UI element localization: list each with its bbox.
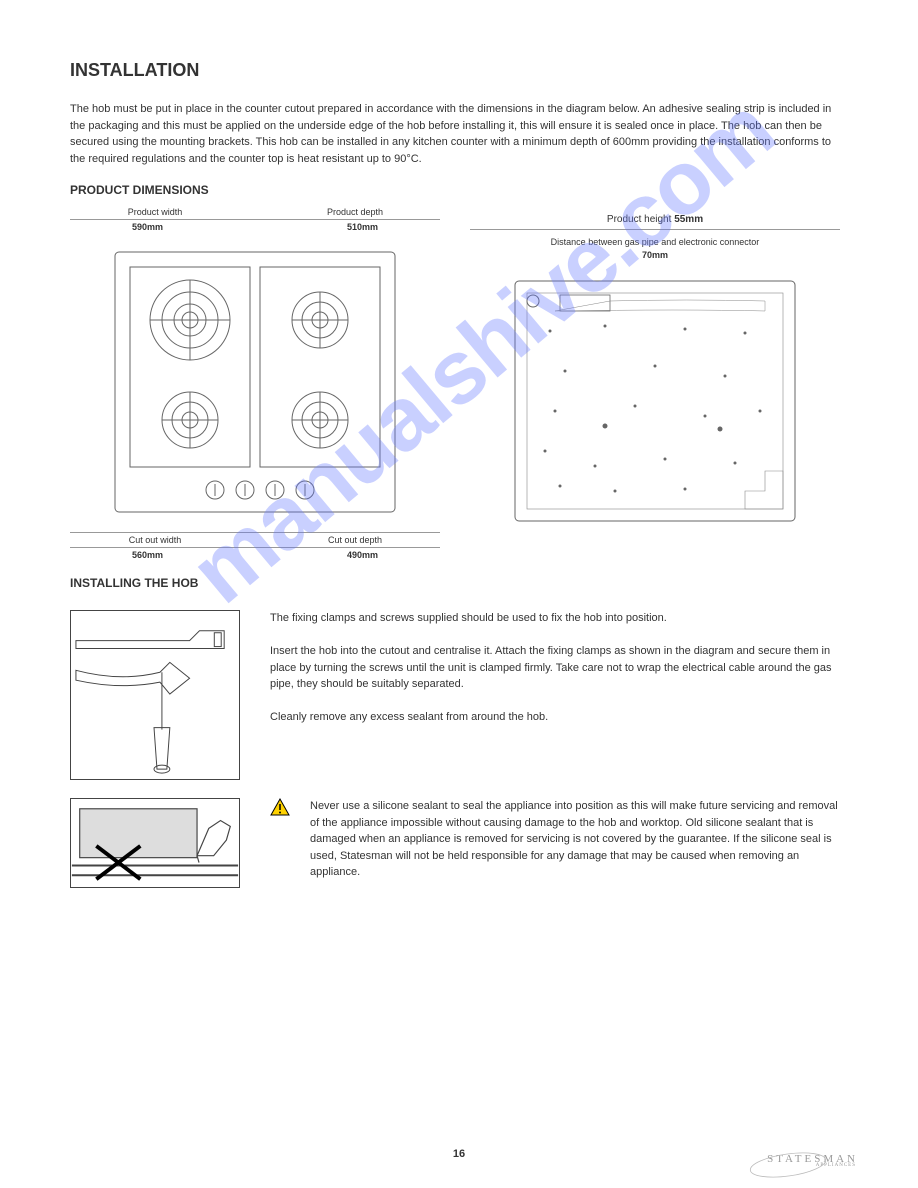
hob-underside-diagram: [505, 271, 805, 531]
product-depth-label: Product depth: [270, 207, 440, 217]
cutout-width-val: 560mm: [70, 550, 225, 560]
warning-row: Never use a silicone sealant to seal the…: [70, 798, 848, 888]
fixing-clamp-diagram: [70, 610, 240, 780]
dims-right: Product height 55mm Distance between gas…: [470, 207, 840, 560]
no-sealant-diagram: [70, 798, 240, 888]
cutout-depth-val: 490mm: [285, 550, 440, 560]
dims-heading: PRODUCT DIMENSIONS: [70, 183, 848, 197]
product-width-val: 590mm: [70, 222, 225, 232]
cutout-width-label: Cut out width: [70, 535, 240, 545]
install-heading: INSTALLING THE HOB: [70, 576, 848, 590]
page-title: INSTALLATION: [70, 60, 848, 81]
intro-text: The hob must be put in place in the coun…: [70, 101, 840, 167]
install-left: [70, 610, 250, 780]
install-text: The fixing clamps and screws supplied sh…: [270, 610, 848, 726]
pipe-distance-val: 70mm: [642, 250, 668, 260]
height-val: 55mm: [674, 214, 703, 225]
dims-left: Product width Product depth 590mm 510mm: [70, 207, 440, 560]
product-width-label: Product width: [70, 207, 240, 217]
warning-text: Never use a silicone sealant to seal the…: [310, 798, 848, 881]
warning-icon: [270, 798, 290, 816]
height-label: Product height: [607, 214, 672, 225]
dimensions-row: Product width Product depth 590mm 510mm: [70, 207, 848, 560]
page-number: 16: [453, 1148, 465, 1160]
hob-top-diagram: [105, 242, 405, 522]
install-row: The fixing clamps and screws supplied sh…: [70, 610, 848, 780]
warn-left: [70, 798, 250, 888]
pipe-distance-label: Distance between gas pipe and electronic…: [551, 237, 760, 247]
brand-logo: STATESMAN APPLIANCES: [767, 1153, 858, 1168]
cutout-depth-label: Cut out depth: [270, 535, 440, 545]
product-depth-val: 510mm: [285, 222, 440, 232]
